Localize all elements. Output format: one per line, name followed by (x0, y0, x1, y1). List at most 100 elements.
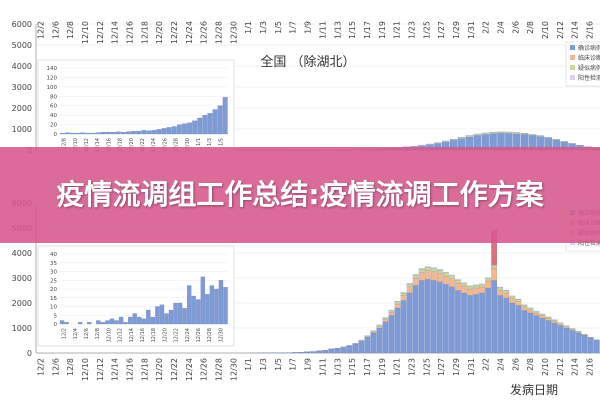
bar-segment (461, 292, 467, 354)
bar-segment (520, 133, 529, 135)
bar-segment (449, 278, 455, 287)
x-tick-label: 12/30 (229, 21, 238, 44)
inset-x-tick-label: 12/20 (162, 328, 168, 342)
bar-segment (436, 269, 443, 271)
bar-segment (569, 330, 576, 354)
bar-segment (545, 317, 552, 319)
bar-segment (593, 340, 600, 354)
inset-x-tick-label: 1/1 (196, 138, 202, 146)
bar-segment (455, 290, 461, 354)
x-tick-label: 1/19 (378, 358, 387, 376)
x-tick-label: 12/14 (111, 358, 120, 381)
inset-x-tick-label: 12/24 (185, 328, 191, 342)
bar-segment (400, 292, 407, 296)
bar-segment (491, 265, 498, 269)
inset-x-tick-label: 12/24 (151, 138, 157, 152)
bar-segment (443, 275, 449, 285)
x-tick-label: 2/4 (497, 358, 506, 371)
inset-x-tick-label: 12/22 (140, 138, 146, 152)
bar-segment (424, 266, 431, 268)
bar-segment (509, 295, 516, 297)
bar-segment (316, 350, 323, 354)
inset-x-tick-label: 12/14 (129, 328, 135, 342)
bar-segment (352, 343, 359, 345)
bar-segment (536, 135, 545, 137)
bar-segment (497, 286, 504, 288)
bar-segment (376, 325, 383, 327)
bar-segment (358, 340, 365, 342)
bar-segment (551, 322, 558, 354)
bar-segment (479, 284, 485, 288)
bar-segment (563, 325, 570, 327)
x-tick-label: 1/3 (259, 358, 268, 371)
y-tick-label: 3000 (12, 274, 32, 283)
x-tick-label: 12/24 (185, 21, 194, 44)
bar-segment (515, 298, 522, 300)
bar-segment (569, 328, 576, 330)
inset-bar (96, 320, 101, 325)
x-tick-label: 1/31 (467, 358, 476, 376)
bar-segment (455, 279, 461, 281)
legend-label: 疑似病例 (578, 64, 600, 72)
bar-segment (382, 317, 389, 320)
bar-segment (426, 144, 434, 145)
bar-segment (533, 312, 540, 316)
bottom-x-tick-labels: 12/2 12/6 12/8 12/10 12/12 12/14 12/16 12/18 12/… (36, 358, 594, 381)
x-tick-label: 12/6 (51, 358, 60, 376)
x-tick-label: 1/25 (422, 21, 431, 39)
x-tick-label: 1/7 (289, 358, 298, 371)
inset-y-tick-label: 35 (50, 261, 57, 267)
inset-bar (128, 316, 133, 325)
legend-swatch (570, 55, 575, 60)
bar-segment (430, 267, 437, 269)
inset-y-tick-label: 15 (50, 296, 57, 302)
bar-segment (436, 269, 443, 274)
bar-segment (430, 280, 437, 354)
bar-segment (370, 332, 377, 354)
bar-segment (545, 320, 552, 354)
bar-segment (551, 319, 558, 322)
x-tick-label: 2/12 (556, 21, 565, 39)
inset-x-tick-label: 12/26 (162, 138, 168, 152)
bar-segment (505, 132, 513, 134)
x-tick-label: 1/17 (363, 21, 372, 39)
bar-segment (412, 277, 419, 286)
legend-label: 阳性检测 (578, 74, 600, 82)
x-tick-label: 2/4 (497, 21, 506, 34)
x-tick-label: 12/30 (229, 358, 238, 381)
x-tick-label: 2/14 (571, 21, 580, 39)
x-tick-label: 2/6 (511, 358, 520, 371)
inset-bar (187, 122, 192, 135)
x-tick-label: 1/15 (348, 21, 357, 39)
bar-segment (503, 290, 510, 294)
legend-swatch (570, 45, 575, 50)
bar-segment (485, 280, 491, 289)
inset-y-tick-label: 60 (50, 104, 57, 110)
bar-segment (503, 297, 510, 354)
bar-segment (465, 135, 474, 138)
legend-label: 阳性检测 (578, 239, 600, 247)
bar-segment (467, 286, 473, 290)
bar-segment (352, 343, 359, 354)
bar-segment (400, 300, 407, 354)
bar-segment (491, 280, 498, 354)
x-tick-label: 2/14 (571, 358, 580, 376)
x-tick-label: 1/1 (244, 358, 253, 371)
inset-bar (85, 132, 91, 135)
inset-x-tick-label: 12/2 (62, 328, 68, 339)
bar-segment (449, 274, 455, 276)
bar-segment (473, 134, 482, 136)
bar-segment (400, 292, 407, 294)
inset-y-tick-label: 25 (50, 278, 57, 284)
bar-segment (521, 310, 528, 354)
bar-segment (412, 274, 419, 279)
inset-bar (80, 132, 86, 135)
inset-bar (161, 128, 167, 135)
x-tick-label: 1/19 (378, 21, 387, 39)
bar-segment (552, 139, 560, 141)
bar-segment (521, 306, 528, 311)
bar-segment (489, 132, 497, 134)
inset-bar (126, 131, 131, 135)
x-tick-label: 12/26 (200, 21, 209, 44)
bar-segment (430, 268, 437, 272)
